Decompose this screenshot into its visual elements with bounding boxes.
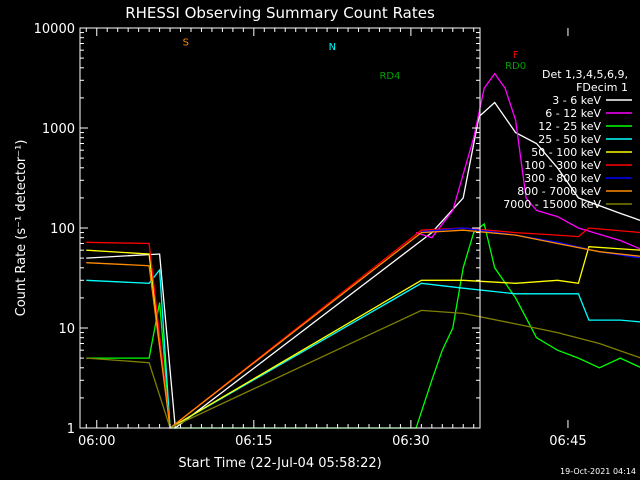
y-tick-label: 100 <box>50 222 75 237</box>
legend-label: 100 - 300 keV <box>524 159 601 172</box>
timestamp: 19-Oct-2021 04:14 <box>560 467 636 476</box>
legend-header-line: Det 1,3,4,5,6,9, <box>542 68 628 81</box>
series-line-4 <box>86 246 640 430</box>
y-tick-label: 10 <box>58 322 75 337</box>
legend-label: 800 - 7000 keV <box>517 185 601 198</box>
annotation-label: RD0 <box>505 61 526 72</box>
annotation-group: SNFRD0RD4A1A0 <box>183 37 527 82</box>
y-tick-label: 1 <box>67 422 75 437</box>
series-line-1 <box>415 72 640 250</box>
annotation-label: N <box>329 42 336 53</box>
legend-label: 25 - 50 keV <box>538 133 601 146</box>
legend-label: 6 - 12 keV <box>545 107 601 120</box>
axes-group: 06:0006:1506:3006:4507:0007:1507:3011010… <box>34 22 587 449</box>
x-axis-label: Start Time (22-Jul-04 05:58:22) <box>178 456 381 471</box>
series-line-7 <box>86 229 640 430</box>
x-tick-label: 06:30 <box>392 434 429 449</box>
legend-header-line: FDecim 1 <box>576 81 628 94</box>
annotation-label: RD4 <box>379 71 400 82</box>
legend-label: 12 - 25 keV <box>538 120 601 133</box>
series-line-5 <box>86 227 640 430</box>
legend-label: 7000 - 15000 keV <box>503 198 601 211</box>
series-line-0 <box>86 101 640 430</box>
annotation-label: S <box>183 37 189 48</box>
x-tick-label: 06:00 <box>78 434 115 449</box>
legend-label: 50 - 100 keV <box>531 146 601 159</box>
series-line-3 <box>86 268 640 430</box>
legend-label: 300 - 800 keV <box>524 172 601 185</box>
y-tick-label: 1000 <box>42 122 75 137</box>
y-axis-label: Count Rate (s⁻¹ detector⁻¹) <box>14 140 29 317</box>
series-line-2 <box>86 222 640 429</box>
chart-title: RHESSI Observing Summary Count Rates <box>125 4 435 22</box>
x-tick-label: 06:45 <box>549 434 586 449</box>
annotation-label: F <box>513 50 519 61</box>
legend-label: 3 - 6 keV <box>552 94 601 107</box>
plot-marks <box>86 72 640 430</box>
x-tick-label: 06:15 <box>235 434 272 449</box>
series-line-8 <box>86 309 640 429</box>
y-tick-label: 10000 <box>34 22 75 37</box>
